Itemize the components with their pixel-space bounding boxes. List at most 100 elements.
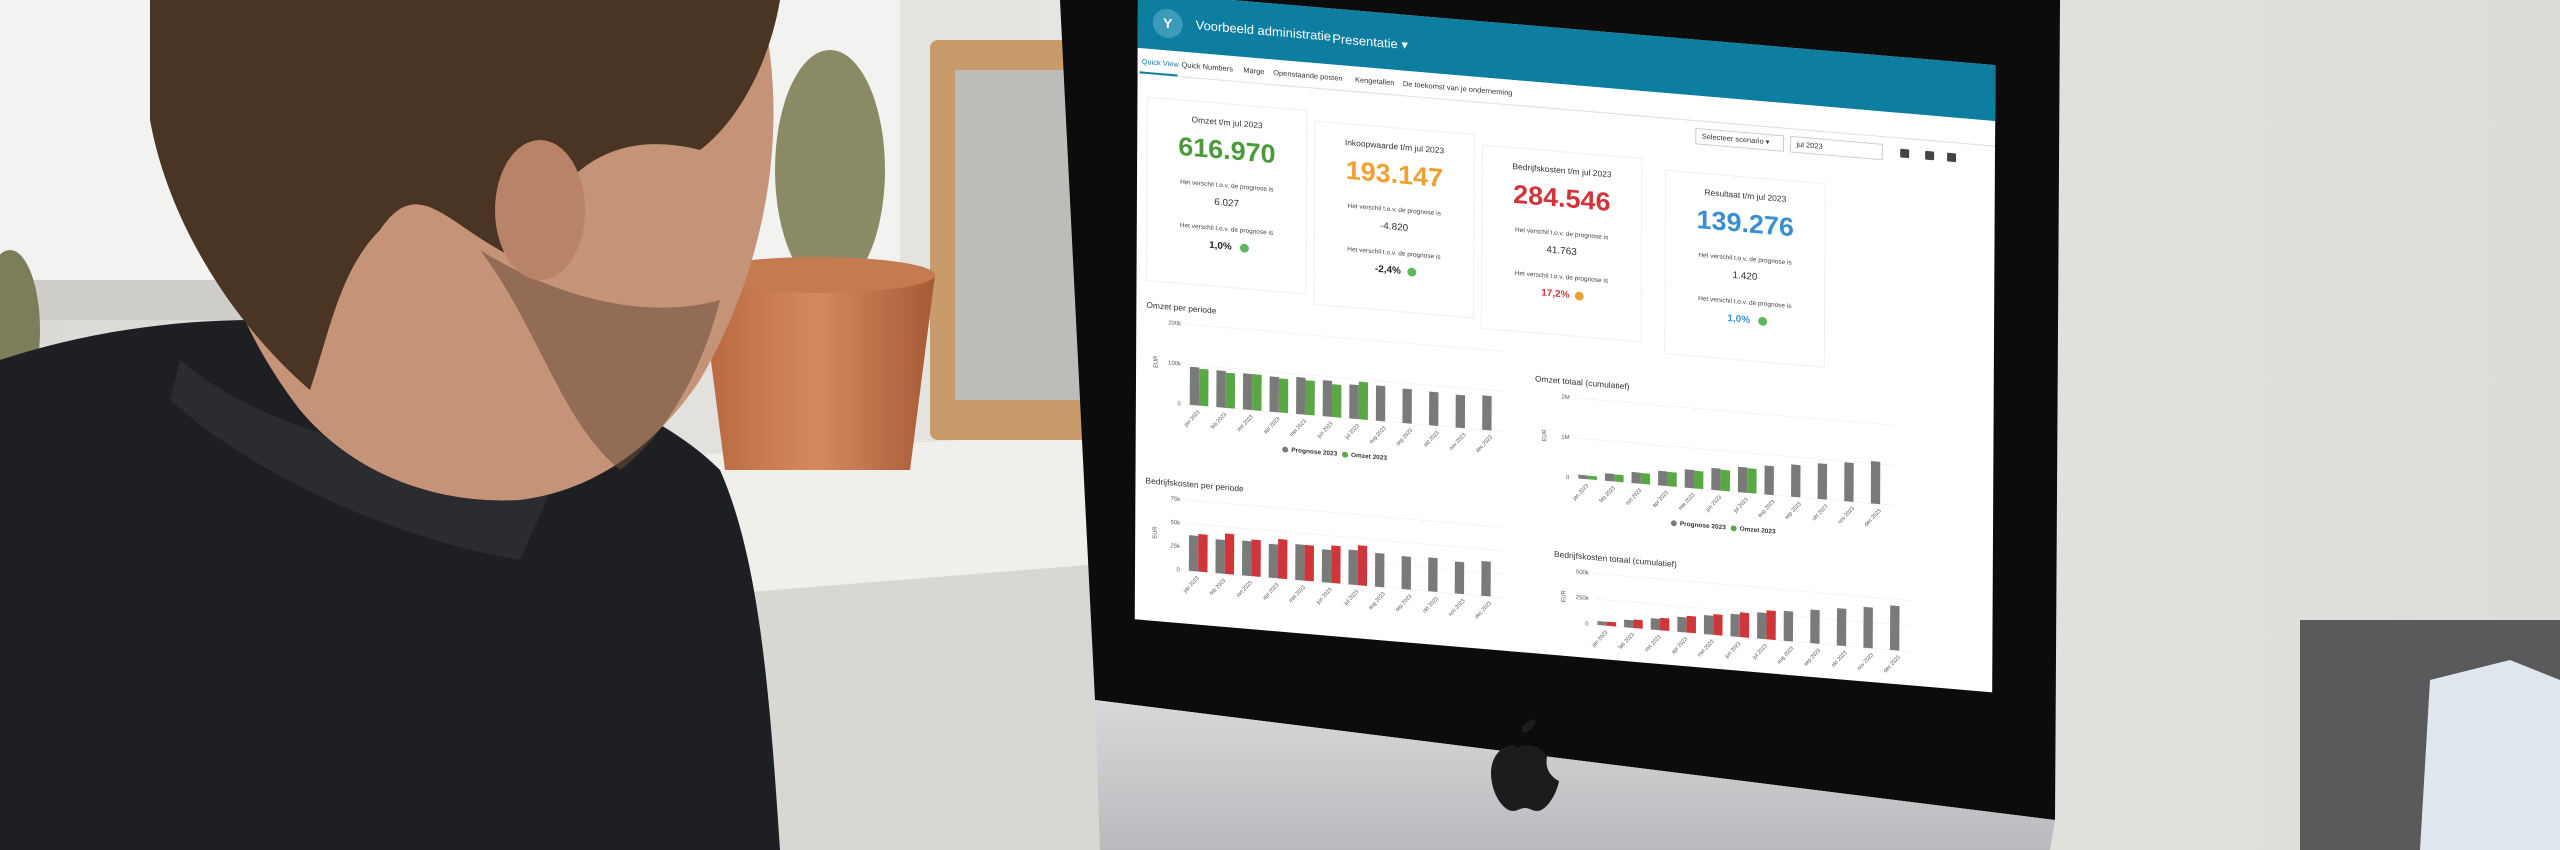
status-icon <box>1407 267 1417 277</box>
bar <box>1713 614 1723 636</box>
tab[interactable]: Quick Numbers <box>1181 60 1233 73</box>
toolbar-icon[interactable] <box>1925 150 1935 161</box>
period-select[interactable] <box>1789 135 1883 161</box>
bar <box>1720 469 1730 492</box>
bar <box>1747 468 1757 494</box>
toolbar-icon[interactable] <box>1900 148 1910 159</box>
bar <box>1783 610 1794 642</box>
cactus <box>775 50 885 290</box>
bar <box>1730 613 1740 638</box>
status-icon <box>1239 243 1249 253</box>
y-axis-label: EUR <box>1542 429 1548 442</box>
scenario-select[interactable] <box>1695 127 1785 152</box>
tab[interactable]: Kengetallen <box>1355 75 1394 87</box>
bar <box>1305 380 1315 416</box>
y-axis-label: EUR <box>1153 526 1159 539</box>
legend-swatch <box>1282 446 1289 453</box>
bar <box>1606 621 1617 627</box>
y-tick-label: 25k <box>1170 543 1180 550</box>
monitor-chin <box>1095 700 2055 850</box>
y-tick-label: 0 <box>1585 621 1589 627</box>
person-hair <box>150 0 780 390</box>
kpi-diff: -4.820 <box>1380 221 1409 234</box>
kpi-card <box>1480 144 1643 343</box>
plant-pot <box>700 275 935 470</box>
kpi-diff: 6.027 <box>1214 197 1239 210</box>
grid-line <box>1184 570 1504 598</box>
bar <box>1216 370 1226 408</box>
bar <box>1401 556 1412 590</box>
bar <box>1358 381 1369 420</box>
bar <box>1677 616 1687 633</box>
bar <box>1739 612 1750 638</box>
bar <box>1587 475 1597 481</box>
bar <box>1870 461 1881 505</box>
bar <box>1321 549 1332 583</box>
tab[interactable]: Quick View <box>1142 57 1180 69</box>
tab-bar <box>1137 47 1996 147</box>
grid-line <box>1185 499 1505 528</box>
status-icon <box>1574 291 1584 301</box>
legend-label: Prognose 2023 <box>1291 447 1337 458</box>
logo-letter: Y <box>1163 16 1172 32</box>
bar <box>1331 545 1341 584</box>
grid-line <box>1574 477 1894 506</box>
grid-line <box>1185 404 1505 432</box>
kpi-pct: 1,0% <box>1209 240 1232 253</box>
bar <box>1357 545 1368 586</box>
bar <box>1296 377 1306 415</box>
bar <box>1375 385 1386 422</box>
y-tick-label: 250k <box>1576 595 1589 602</box>
bar <box>1481 560 1491 597</box>
bar <box>1349 384 1359 420</box>
pot-rim <box>699 257 935 293</box>
bar <box>1322 380 1333 417</box>
bar <box>1198 533 1208 573</box>
bar <box>1693 470 1704 490</box>
bar <box>1402 388 1412 424</box>
bar <box>1251 539 1261 577</box>
legend-swatch <box>1670 520 1677 527</box>
bar <box>1844 462 1854 502</box>
bar <box>1889 605 1900 651</box>
kpi-diff: 41.763 <box>1546 245 1577 258</box>
grid-line <box>1593 573 1913 601</box>
y-tick-label: 200k <box>1168 320 1181 327</box>
y-tick-label: 75k <box>1171 496 1181 503</box>
bar <box>1633 619 1643 629</box>
bar <box>1604 473 1615 482</box>
bar <box>1242 540 1252 577</box>
menu[interactable]: Presentatie ▾ <box>1332 31 1408 52</box>
kpi-card <box>1664 169 1826 368</box>
person-beard <box>480 250 720 470</box>
y-tick-label: 500k <box>1576 570 1589 577</box>
bar <box>1277 538 1288 580</box>
bar <box>1189 366 1200 406</box>
bar <box>1640 472 1651 485</box>
bar <box>1684 469 1695 489</box>
bar <box>1764 465 1774 496</box>
bar <box>1791 464 1801 498</box>
status-icon <box>1758 317 1768 326</box>
bar <box>1686 615 1696 634</box>
tab[interactable]: Marge <box>1243 66 1264 77</box>
grid-line <box>1184 546 1505 575</box>
grid-line <box>1185 364 1505 392</box>
bar <box>1711 467 1721 491</box>
y-axis-label: EUR <box>1154 356 1160 369</box>
bar <box>1836 608 1847 647</box>
bar <box>1188 535 1199 572</box>
bar <box>1429 391 1439 426</box>
legend-label: Omzet 2023 <box>1740 526 1776 536</box>
toolbar-icon[interactable] <box>1947 152 1957 163</box>
legend-label: Prognose 2023 <box>1680 521 1726 532</box>
bar <box>1224 533 1235 575</box>
bar <box>1199 368 1209 407</box>
bar <box>1703 615 1714 635</box>
tab-divider <box>1137 72 1996 147</box>
bar <box>1578 474 1588 480</box>
bar <box>1597 621 1607 626</box>
